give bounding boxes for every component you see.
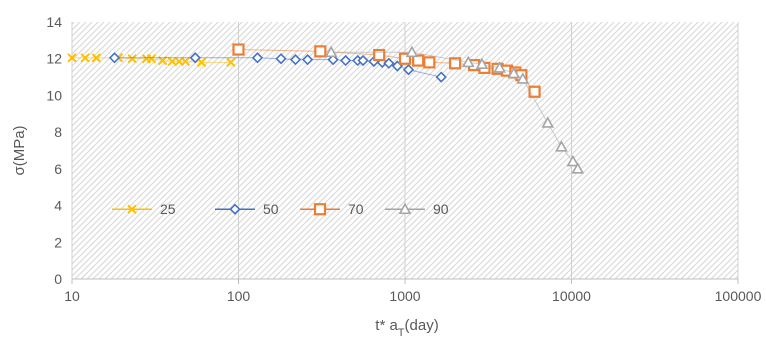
data-point-square-marker (313, 203, 327, 216)
data-point-square-marker (314, 45, 327, 58)
data-point-triangle-marker (405, 45, 419, 58)
data-point-triangle-marker (516, 72, 530, 84)
data-point-diamond-marker (435, 71, 447, 83)
data-point-triangle-marker (555, 140, 568, 152)
data-point-square-marker (423, 56, 436, 69)
y-tick-label: 10 (46, 87, 62, 103)
data-point-square-marker (449, 57, 462, 70)
data-point-diamond-marker (357, 54, 369, 67)
legend: 25 50 70 90 (112, 201, 449, 217)
data-point-diamond-marker (383, 57, 395, 69)
series-90 (324, 45, 585, 174)
data-point-x-marker (167, 56, 177, 67)
data-point-square-marker (528, 85, 541, 98)
legend-entry: 90 (385, 201, 449, 217)
data-point-triangle-marker (461, 55, 475, 68)
legend-label: 70 (348, 201, 364, 217)
x-tick-label: 10000 (552, 288, 591, 304)
axes: 10 100 1000 10000 100000 0 2 4 6 8 10 12 14 (46, 14, 761, 304)
y-tick-label: 8 (54, 124, 62, 140)
y-tick-label: 6 (54, 161, 62, 177)
data-point-triangle-marker (398, 202, 412, 215)
series-25 (67, 53, 236, 68)
data-point-triangle-marker (475, 57, 489, 70)
legend-entry: 50 (215, 201, 279, 217)
data-point-diamond-marker (340, 54, 352, 67)
series-line (114, 57, 442, 78)
x-axis-title-suffix: (day) (405, 317, 439, 334)
x-axis-title-main: t* a (375, 317, 398, 334)
data-point-x-marker (146, 54, 157, 64)
data-point-x-marker (80, 53, 90, 63)
x-axis-title: t* aT(day) (375, 317, 438, 339)
data-point-triangle-marker (541, 116, 555, 128)
y-tick-label: 2 (54, 234, 62, 250)
data-point-diamond-marker (229, 203, 241, 215)
data-series (67, 43, 585, 174)
legend-label: 50 (263, 201, 279, 217)
x-tick-label: 100000 (715, 288, 762, 304)
data-point-triangle-marker (571, 162, 585, 174)
x-axis-title-subscript: T (398, 327, 405, 339)
data-point-diamond-marker (251, 52, 264, 64)
data-point-triangle-marker (493, 61, 506, 73)
x-tick-label: 100 (227, 288, 251, 304)
x-tick-label: 10 (64, 288, 80, 304)
data-point-diamond-marker (301, 54, 314, 66)
y-tick-label: 0 (54, 271, 62, 287)
data-point-x-marker (67, 53, 77, 63)
gridlines (71, 22, 739, 279)
data-point-x-marker (91, 53, 102, 63)
x-tick-label: 1000 (389, 288, 420, 304)
data-point-diamond-marker (189, 52, 201, 64)
data-point-x-marker (127, 54, 137, 64)
data-point-x-marker (180, 56, 191, 67)
data-point-diamond-marker (327, 54, 339, 66)
legend-entry: 25 (112, 201, 176, 217)
y-tick-label: 14 (46, 14, 62, 30)
data-point-x-marker (127, 204, 137, 214)
data-point-square-marker (232, 43, 245, 56)
legend-label: 25 (160, 201, 176, 217)
y-axis-title: σ(MPa) (11, 125, 28, 175)
data-point-diamond-marker (402, 64, 415, 76)
data-point-triangle-marker (507, 66, 521, 79)
data-point-square-marker (412, 54, 425, 67)
legend-label: 90 (433, 201, 449, 217)
data-point-x-marker (226, 57, 236, 68)
data-point-triangle-marker (566, 154, 580, 167)
y-tick-label: 12 (46, 51, 62, 67)
data-point-diamond-marker (275, 53, 287, 65)
data-point-diamond-marker (108, 52, 121, 64)
data-point-square-marker (373, 48, 386, 62)
y-tick-label: 4 (54, 198, 62, 214)
data-point-square-marker (398, 52, 412, 65)
data-point-diamond-marker (289, 54, 302, 66)
legend-entry: 70 (300, 201, 364, 217)
data-point-triangle-marker (324, 45, 338, 58)
